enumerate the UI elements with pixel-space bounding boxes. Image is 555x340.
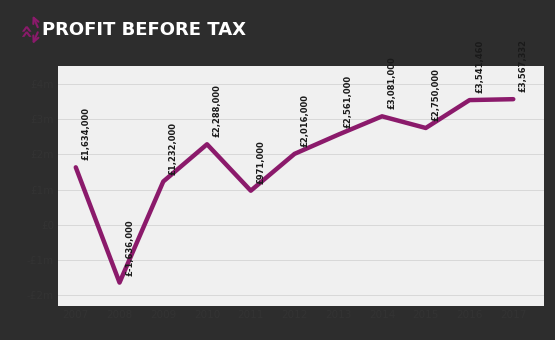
Text: £3,567,332: £3,567,332 bbox=[519, 39, 528, 92]
Text: £2,561,000: £2,561,000 bbox=[344, 74, 353, 128]
Text: £3,541,460: £3,541,460 bbox=[475, 40, 484, 93]
Text: £3,081,000: £3,081,000 bbox=[387, 57, 397, 109]
Text: £1,232,000: £1,232,000 bbox=[169, 122, 178, 174]
Text: £971,000: £971,000 bbox=[256, 140, 265, 184]
Text: £2,288,000: £2,288,000 bbox=[213, 84, 221, 137]
Text: £2,750,000: £2,750,000 bbox=[431, 68, 440, 121]
Text: £-1,636,000: £-1,636,000 bbox=[125, 219, 134, 276]
Text: £2,016,000: £2,016,000 bbox=[300, 94, 309, 147]
Text: »: » bbox=[16, 21, 36, 36]
Text: PROFIT BEFORE TAX: PROFIT BEFORE TAX bbox=[42, 21, 246, 39]
Text: £1,634,000: £1,634,000 bbox=[82, 107, 90, 160]
